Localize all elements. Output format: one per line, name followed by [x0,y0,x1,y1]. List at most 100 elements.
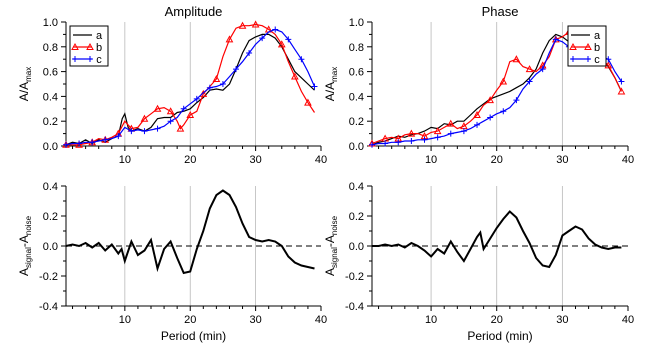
data-point-c [474,121,481,128]
y-axis-title: Asignal-Anoise [323,215,339,276]
y-tick-label: 1.0 [349,17,364,29]
y-tick-label: 0.2 [349,211,364,223]
data-point-c [487,114,494,121]
data-point-b [486,96,494,104]
data-point-c [128,128,135,135]
y-tick-label: 0.6 [43,67,58,79]
y-tick-label: 0.0 [43,141,58,153]
legend-marker-c [87,56,93,62]
data-point-c [513,97,520,104]
legend-marker-c [585,56,591,62]
legend-label-c: c [594,54,600,66]
legend-marker-c [72,56,78,62]
x-tick-label: 30 [556,314,568,326]
data-point-c [552,36,559,43]
y-axis-title-part: max [330,67,339,82]
data-point-c [115,133,122,140]
data-point-c [246,50,253,56]
data-point-b [617,87,626,95]
data-point-c [311,83,318,90]
data-point-c [154,125,161,132]
data-point-c [233,66,239,73]
legend: abc [69,25,109,67]
amplitude-top-panel: 10 20 30 40 0.0 0.2 0.4 0.6 0.8 1.0 Amplitude A/Ama… [17,4,327,166]
y-tick-label: 0.8 [43,42,58,54]
legend-marker-c [570,56,576,62]
legend-marker-b [71,42,79,50]
y-axis-title-part: A [17,268,31,276]
data-point-c [63,141,69,148]
y-tick-label: 0.2 [43,211,58,223]
x-tick-label: 20 [491,154,503,166]
data-point-c [89,139,96,146]
y-axis-title: A/Amax [17,67,33,101]
data-point-c [408,138,415,145]
panel-title: Phase [482,4,519,19]
y-tick-label: 0.0 [43,241,58,253]
x-axis-title: Period (min) [467,329,532,343]
y-tick-label: 1.0 [43,17,58,29]
x-tick-label: 30 [556,154,568,166]
y-axis-title-part: signal [24,247,33,268]
data-point-c [500,108,507,115]
y-tick-label: 0.4 [43,91,58,103]
y-tick-label: -0.2 [39,271,58,283]
y-tick-label: -0.4 [345,301,364,313]
data-point-b [212,74,221,83]
y-axis-title-part: max [24,67,33,82]
data-point-b [238,21,247,29]
x-tick-label: 20 [184,154,196,166]
data-point-b [153,104,162,112]
y-axis-title-part: noise [330,215,339,235]
y-axis-title-part: noise [24,215,33,235]
data-point-b [433,127,442,135]
phase-bottom-panel: 10 20 30 40 -0.4 -0.2 0.0 0.2 0.4 Period (min) Asi… [323,181,634,343]
legend-label-c: c [96,54,102,66]
legend-label-a: a [96,30,103,42]
y-axis-title-part: -A [17,235,31,247]
data-point-c [421,136,428,143]
x-tick-label: 10 [119,314,131,326]
data-point-b [499,77,508,85]
y-axis-title-part: A [323,268,337,276]
data-point-c [219,81,226,87]
legend-label-b: b [594,42,600,54]
data-point-c [272,26,279,33]
y-axis-title: A/Amax [323,67,339,101]
y-axis-title-part: -A [323,235,337,247]
y-tick-label: 0.0 [349,241,364,253]
data-point-b [525,65,534,73]
x-tick-label: 30 [249,154,261,166]
data-point-c [285,36,292,43]
data-point-c [180,105,187,112]
data-point-b [473,110,481,118]
data-point-c [460,128,467,135]
data-point-c [76,140,83,147]
x-tick-label: 40 [622,154,634,166]
y-tick-label: 0.4 [349,91,364,103]
data-point-c [102,136,109,143]
data-point-c [447,130,454,137]
y-tick-label: 0.6 [349,67,364,79]
data-point-b [604,61,613,69]
data-point-b [512,55,521,63]
x-tick-label: 10 [425,314,437,326]
legend-label-b: b [96,42,102,54]
data-point-b [140,114,149,122]
legend-marker-b [584,42,592,50]
data-point-c [206,84,213,91]
legend-label-a: a [594,30,601,42]
data-point-b [225,35,234,43]
x-tick-label: 40 [622,314,634,326]
x-tick-label: 20 [184,314,196,326]
data-point-b [277,40,286,48]
y-tick-label: 0.4 [43,181,58,193]
x-tick-label: 10 [425,154,437,166]
data-point-b [407,129,416,137]
data-point-b [186,110,195,118]
panel-title: Amplitude [165,4,223,19]
data-point-b [75,140,83,148]
series-line-diff [65,189,315,275]
data-point-c [369,141,375,148]
